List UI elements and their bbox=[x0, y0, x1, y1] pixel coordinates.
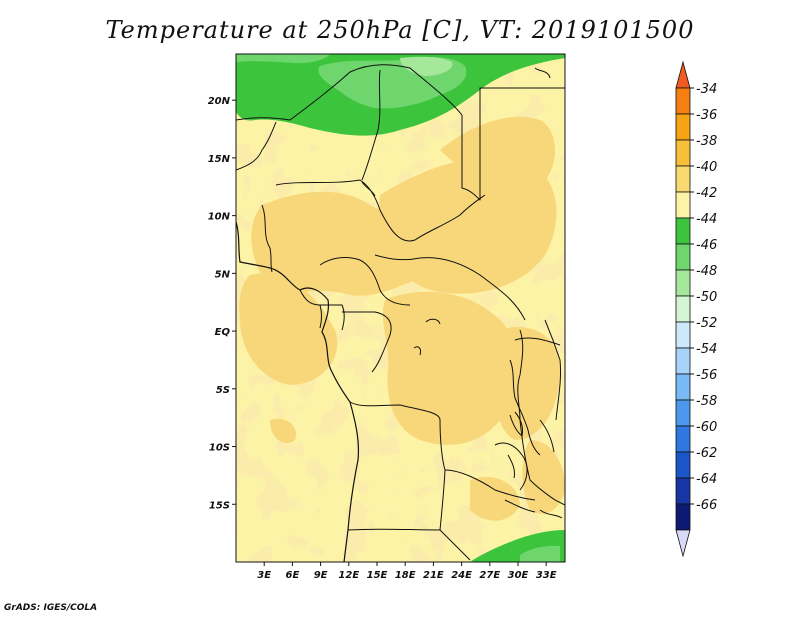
lon-tick-label: 9E bbox=[314, 570, 328, 581]
colorbar-label: -34 bbox=[696, 82, 717, 97]
colorbar-swatch bbox=[675, 191, 691, 219]
colorbar: -34 -36 -38 -40 -42 -44 -46 -48 -50 -52 -54 -56 -58 -… bbox=[675, 60, 717, 558]
lat-tick-label: 5N bbox=[215, 269, 231, 280]
colorbar-label: -58 bbox=[696, 394, 717, 409]
lat-tick-label: 20N bbox=[208, 96, 231, 107]
colorbar-swatch bbox=[675, 503, 691, 531]
colorbar-swatch bbox=[675, 295, 691, 323]
lon-tick-label: 12E bbox=[338, 570, 359, 581]
plot-frame bbox=[235, 53, 566, 563]
colorbar-swatch bbox=[675, 217, 691, 245]
colorbar-swatch bbox=[675, 399, 691, 427]
colorbar-swatch bbox=[675, 165, 691, 193]
colorbar-label: -46 bbox=[696, 238, 717, 253]
lon-tick-label: 15E bbox=[367, 570, 388, 581]
lon-tick-label: 21E bbox=[423, 570, 444, 581]
temperature-field bbox=[236, 54, 565, 562]
colorbar-swatch bbox=[675, 529, 691, 558]
colorbar-label: -42 bbox=[696, 186, 717, 201]
colorbar-swatch bbox=[675, 477, 691, 505]
lon-tick-label: 33E bbox=[536, 570, 557, 581]
colorbar-label: -48 bbox=[696, 264, 717, 279]
map-borders bbox=[236, 64, 565, 562]
latitude-axis: 20N 15N 10N 5N EQ 5S 10S 15S bbox=[208, 96, 236, 511]
colorbar-swatch bbox=[675, 113, 691, 141]
colorbar-swatch bbox=[675, 321, 691, 349]
lon-tick-label: 27E bbox=[479, 570, 500, 581]
lon-tick-label: 6E bbox=[286, 570, 300, 581]
colorbar-label: -64 bbox=[696, 472, 717, 487]
colorbar-label: -38 bbox=[696, 134, 717, 149]
grads-credit: GrADS: IGES/COLA bbox=[4, 603, 98, 613]
lon-tick-label: 24E bbox=[451, 570, 472, 581]
colorbar-label: -56 bbox=[696, 368, 717, 383]
longitude-axis: 3E 6E 9E 12E 15E 18E 21E 24E 27E 30E 33E bbox=[257, 562, 557, 581]
chart-title: Temperature at 250hPa [C], VT: 201910150… bbox=[105, 16, 695, 44]
lon-tick-label: 3E bbox=[257, 570, 271, 581]
colorbar-swatch bbox=[675, 373, 691, 401]
colorbar-swatch bbox=[675, 139, 691, 167]
band-minus46-southeast bbox=[520, 545, 560, 562]
band-minus40-patches bbox=[236, 54, 565, 562]
band-minus46-northwest bbox=[236, 54, 330, 64]
lat-tick-label: 10S bbox=[209, 443, 230, 454]
lat-tick-label: EQ bbox=[215, 327, 231, 338]
lat-tick-label: 15S bbox=[209, 500, 230, 511]
colorbar-label: -40 bbox=[696, 160, 717, 175]
colorbar-label: -66 bbox=[696, 498, 717, 513]
lat-tick-label: 10N bbox=[208, 212, 231, 223]
colorbar-swatch bbox=[675, 60, 691, 89]
colorbar-swatch bbox=[675, 269, 691, 297]
colorbar-label: -54 bbox=[696, 342, 717, 357]
colorbar-swatch bbox=[675, 347, 691, 375]
lat-tick-label: 15N bbox=[208, 154, 231, 165]
colorbar-swatch bbox=[675, 425, 691, 453]
colorbar-swatch bbox=[675, 243, 691, 271]
colorbar-label: -60 bbox=[696, 420, 717, 435]
colorbar-label: -50 bbox=[696, 290, 717, 305]
colorbar-label: -52 bbox=[696, 316, 717, 331]
colorbar-swatch bbox=[675, 451, 691, 479]
colorbar-label: -36 bbox=[696, 108, 717, 123]
lat-tick-label: 5S bbox=[216, 385, 230, 396]
lon-tick-label: 30E bbox=[508, 570, 529, 581]
lon-tick-label: 18E bbox=[395, 570, 416, 581]
colorbar-label: -44 bbox=[696, 212, 717, 227]
colorbar-swatch bbox=[675, 87, 691, 115]
colorbar-label: -62 bbox=[696, 446, 717, 461]
